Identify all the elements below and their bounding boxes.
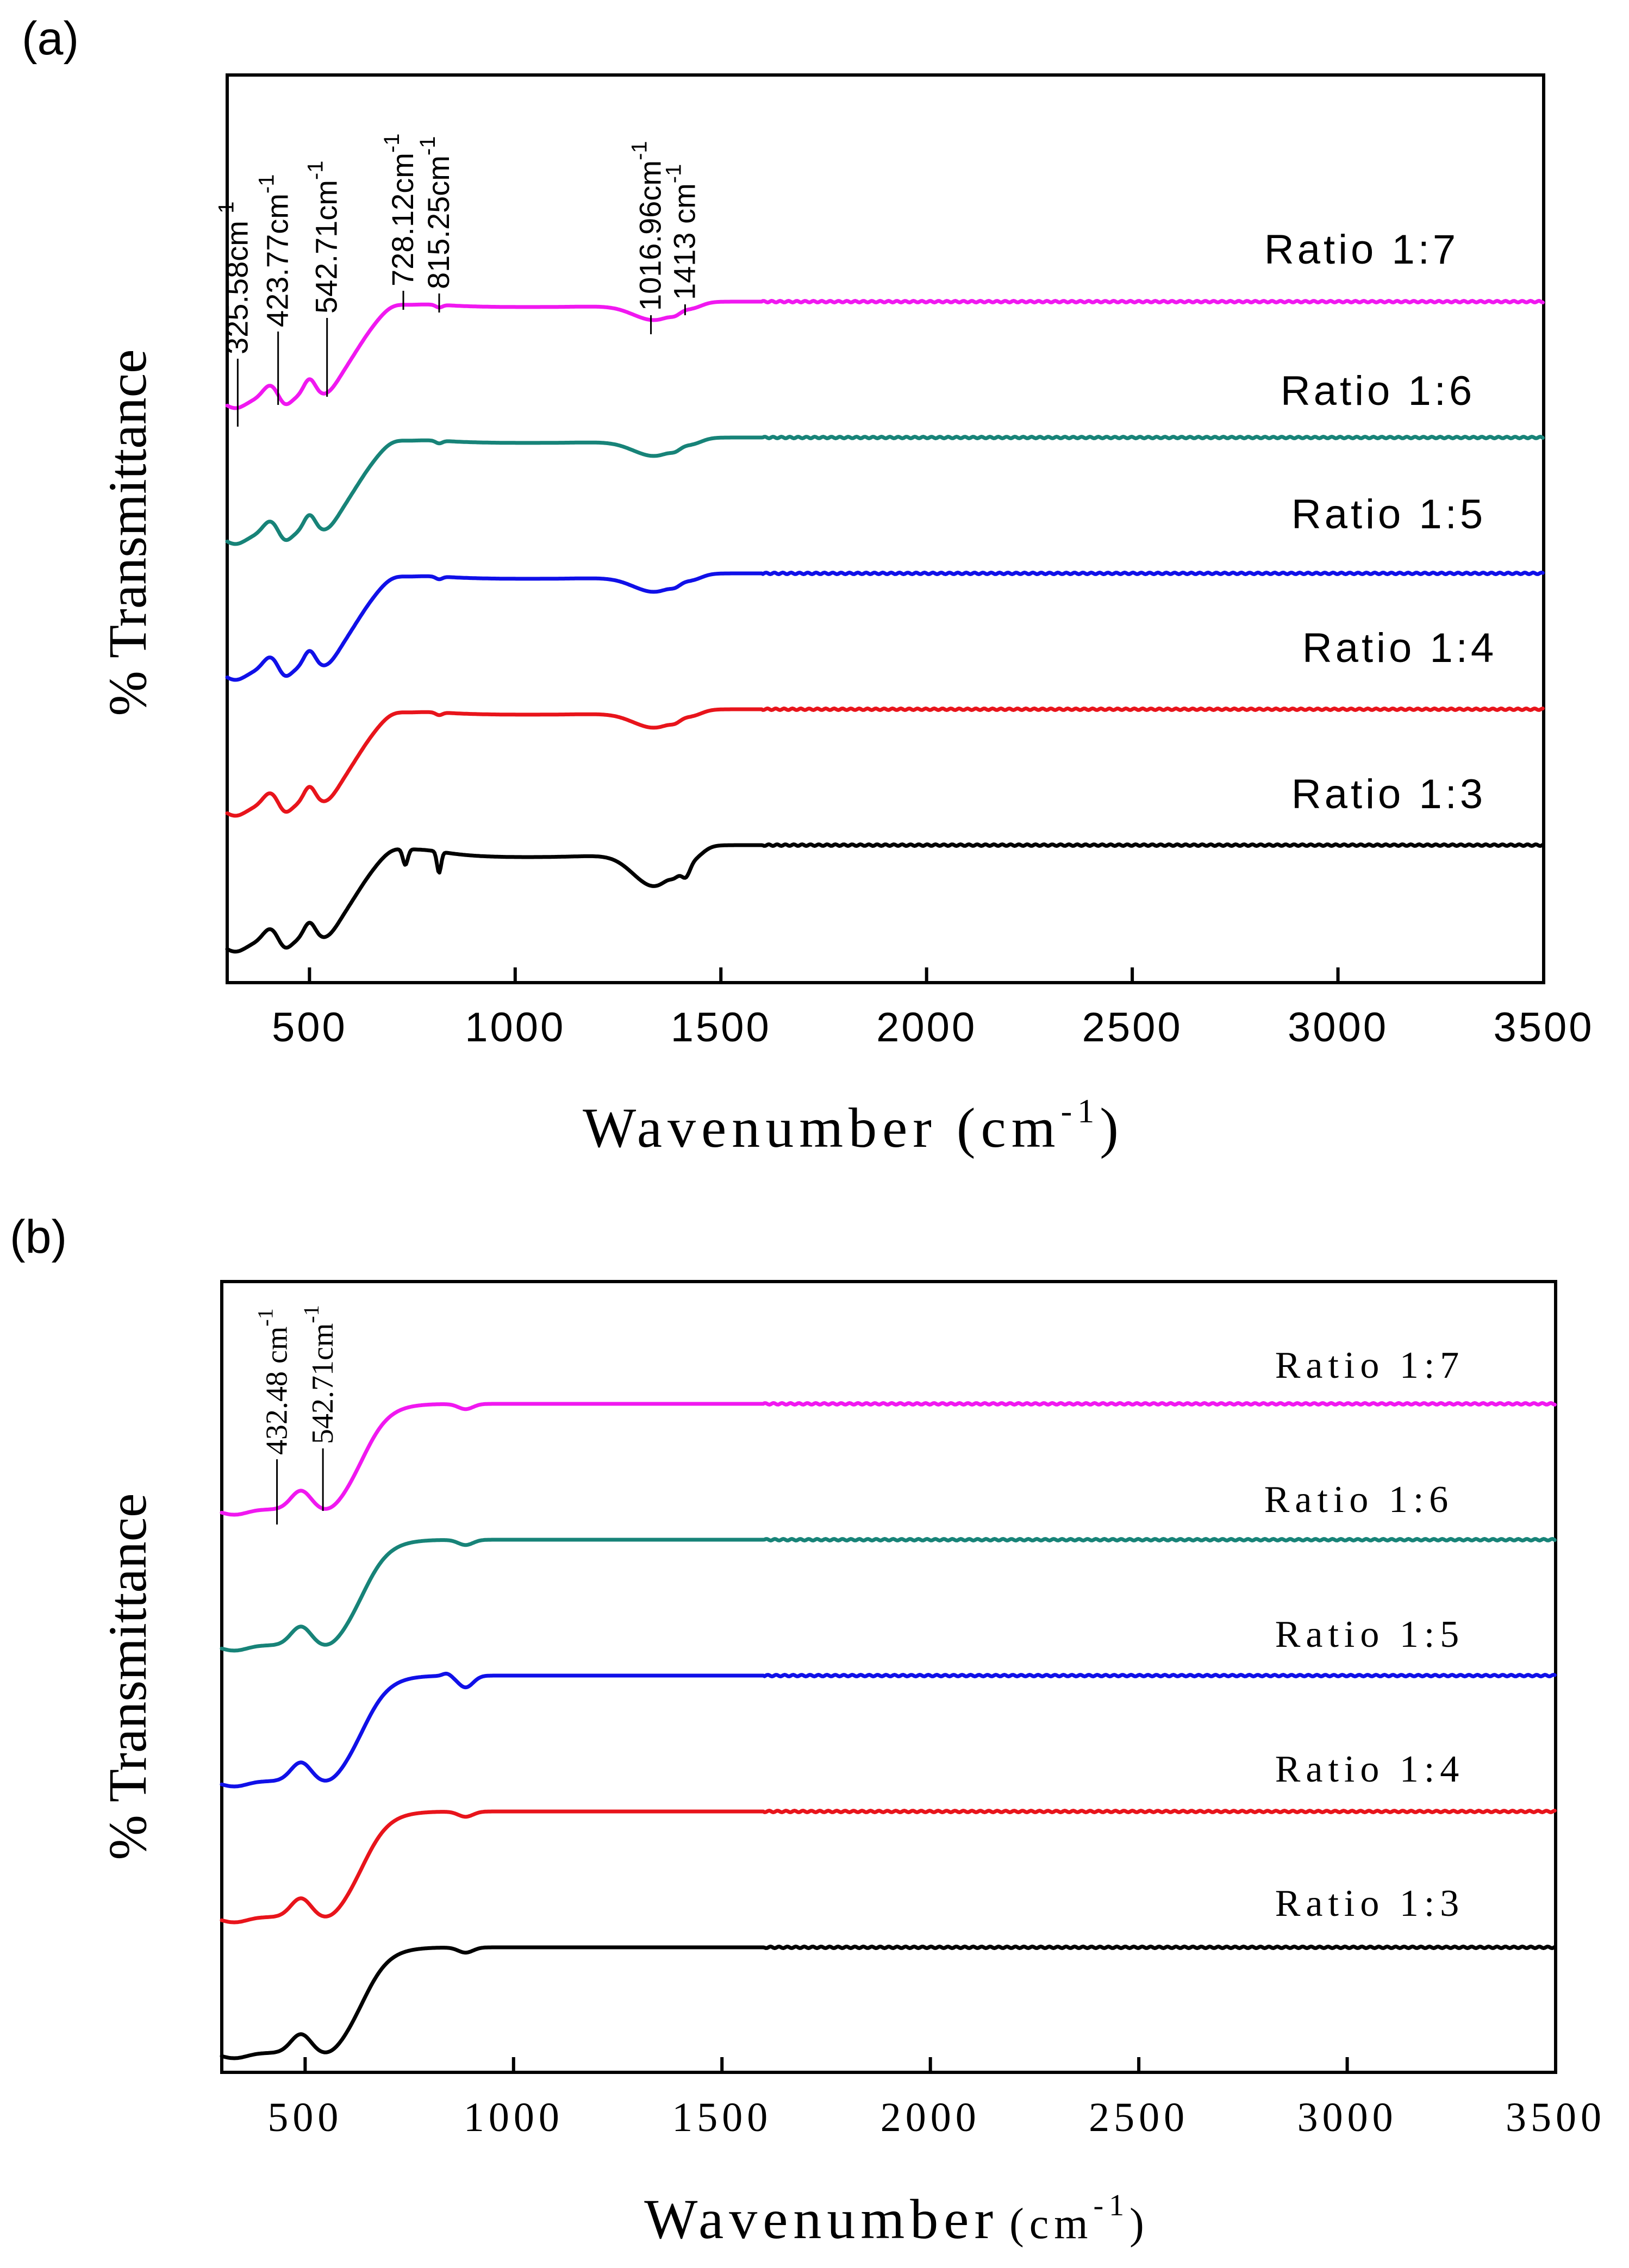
x-axis-title-b: Wavenumber (cm-1) [644,2188,1150,2251]
series-line [220,1537,1557,1653]
annotation-label: 815.25cm-1 [416,136,455,289]
x-tick-label: 2000 [881,2095,981,2140]
y-axis-title-b: % Transmittance [97,1494,158,1860]
series-label: Ratio 1:6 [1281,368,1475,414]
x-axis-title-b-unit: (cm [1009,2200,1093,2248]
annotation-sup: -1 [304,160,328,180]
x-tick-label: 1500 [672,2095,772,2140]
x-axis-title-a-sup: -1 [1061,1093,1100,1130]
annotation-label: 542.71cm-1 [299,1305,340,1444]
x-axis-title-a: Wavenumber (cm-1) [583,1093,1124,1159]
series-line [220,1945,1557,2060]
plot-frame-b [220,1280,1557,2074]
x-tick-label: 2000 [876,1004,977,1051]
annotation-label: 423.77cm-1 [255,174,295,327]
series-label: Ratio 1:5 [1275,1614,1465,1655]
annotation-sup: -1 [661,164,685,184]
series-labels-b: Ratio 1:3 Ratio 1:4 Ratio 1:5 Ratio 1:6 Rati… [1264,1345,1465,1925]
series-label: Ratio 1:4 [1275,1748,1465,1790]
series-line [225,571,1545,682]
ticks-a: 500 1000 1500 2000 2500 3000 3500 [272,967,1594,1051]
annotation-sup: -1 [299,1305,323,1323]
annotations-a: 325.58cm-1 423.77cm-1 542.71cm-1 728.12cm-1… [214,133,701,427]
annotation-label: 728.12cm-1 [380,133,420,286]
annotation-label: 1413 cm-1 [661,164,701,300]
x-tick-label: 3000 [1297,2095,1397,2140]
panel-label-a: (a) [22,13,79,65]
series-label: Ratio 1:3 [1275,1883,1465,1925]
series-label: Ratio 1:7 [1264,227,1459,273]
x-tick-label: 3000 [1288,1004,1388,1051]
x-tick-label: 500 [267,2095,342,2140]
series-line [220,1401,1557,1517]
x-axis-title-a-close: ) [1100,1097,1124,1159]
panel-a: (a) 500 1000 1500 2000 2500 3000 3500 325.58cm… [22,13,1594,1159]
annotation-sup: -1 [253,1308,278,1326]
x-tick-label: 2500 [1089,2095,1189,2140]
x-tick-label: 3500 [1493,1004,1594,1051]
x-axis-title-b-text: Wavenumber [644,2188,998,2251]
annotation-label: 325.58cm-1 [214,201,254,354]
annotation-label: 542.71cm-1 [304,160,344,314]
plot-frame-a [226,73,1545,984]
curves-a [225,299,1545,954]
ticks-b: 500 1000 1500 2000 2500 3000 3500 [267,2057,1606,2140]
annotation-label: 1016.96cm-1 [628,141,667,311]
series-line [220,1671,1557,1789]
annotation-text: 815.25cm [421,155,455,289]
series-line [225,435,1545,546]
annotation-text: 423.77cm [260,193,295,327]
annotation-text: 542.71cm [306,1323,340,1444]
series-line [225,842,1545,954]
y-axis-title-a: % Transmittance [97,349,158,716]
series-line [225,299,1545,410]
x-tick-label: 1000 [464,2095,564,2140]
annotation-label: 432.48 cm-1 [253,1308,294,1455]
annotation-text: 1413 cm [667,183,701,300]
annotation-text: 325.58cm [220,221,254,354]
panel-label-b: (b) [10,1211,67,1263]
annotation-sup: -1 [380,133,404,153]
x-tick-label: 3500 [1506,2095,1606,2140]
annotation-text: 432.48 cm [260,1327,294,1455]
annotation-sup: -1 [628,141,652,160]
x-tick-label: 1000 [465,1004,565,1051]
annotation-sup: -1 [255,174,279,193]
series-label: Ratio 1:3 [1291,771,1486,817]
panel-b: (b) 500 1000 1500 2000 2500 3000 3500 432.48 c… [10,1211,1606,2251]
annotation-sup: -1 [214,201,238,221]
x-axis-title-b-close: ) [1129,2200,1150,2248]
series-label: Ratio 1:5 [1291,491,1486,538]
series-label: Ratio 1:7 [1275,1345,1465,1386]
series-label: Ratio 1:6 [1264,1479,1454,1521]
annotation-text: 1016.96cm [633,160,667,311]
series-labels-a: Ratio 1:3 Ratio 1:4 Ratio 1:5 Ratio 1:6 Rati… [1264,227,1497,817]
annotation-sup: -1 [416,136,440,155]
series-line [220,1809,1557,1925]
x-tick-label: 2500 [1082,1004,1183,1051]
series-label: Ratio 1:4 [1302,625,1497,671]
x-axis-title-b-sup: -1 [1093,2189,1129,2222]
x-tick-label: 1500 [671,1004,771,1051]
curves-b [220,1401,1557,2060]
x-tick-label: 500 [272,1004,347,1051]
annotation-text: 728.12cm [385,153,420,286]
annotation-text: 542.71cm [309,180,344,314]
x-axis-title-a-text: Wavenumber (cm [583,1097,1061,1159]
series-line [225,707,1545,818]
